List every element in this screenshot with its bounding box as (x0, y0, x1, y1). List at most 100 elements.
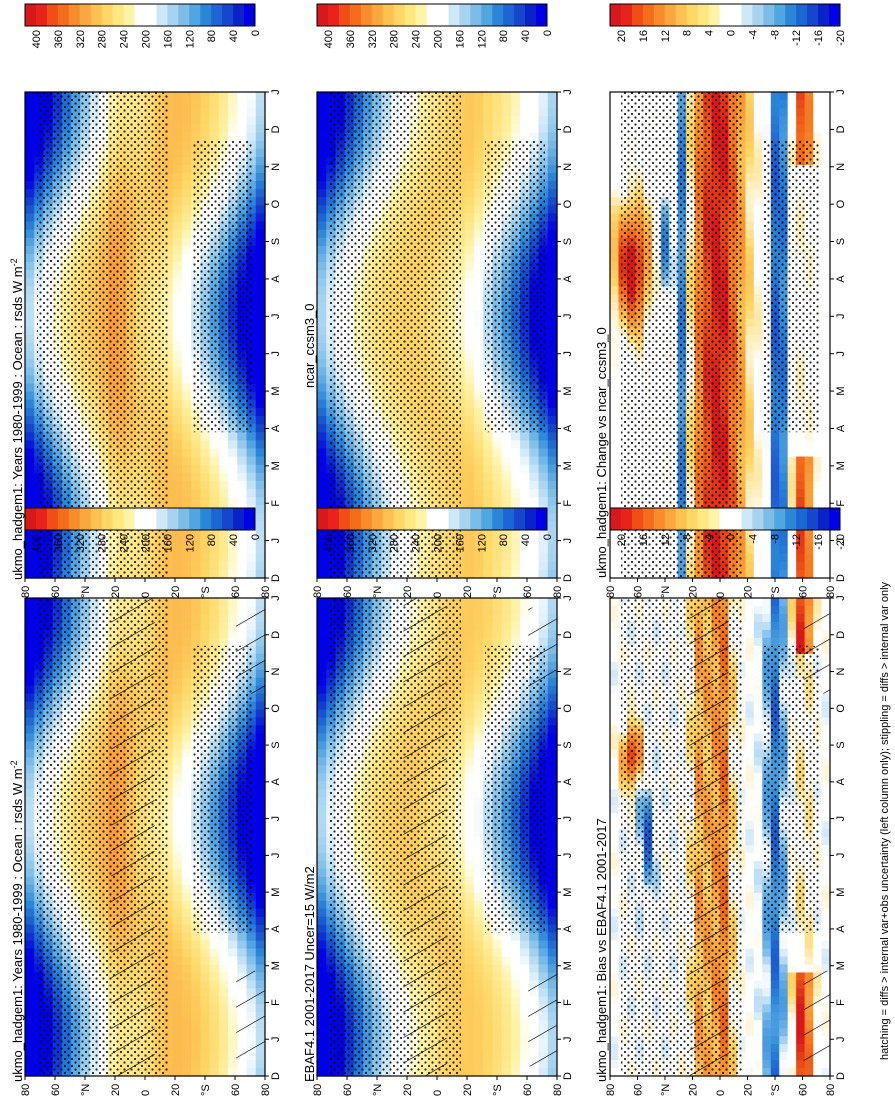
heatmap-cell (255, 717, 266, 727)
heatmap-cell (501, 972, 512, 981)
heatmap-cell (191, 92, 201, 101)
heatmap-cell (200, 488, 211, 498)
heatmap-cell (191, 1020, 201, 1029)
heatmap-cell (191, 1012, 201, 1021)
heatmap-cell (473, 860, 484, 870)
heatmap-cell (181, 1060, 192, 1069)
heatmap-cell (520, 940, 530, 950)
heatmap-cell (483, 637, 493, 647)
heatmap-cell (547, 757, 558, 766)
heatmap-cell (246, 132, 257, 142)
heatmap-cell (25, 709, 35, 719)
heatmap-cell (218, 488, 229, 498)
heatmap-cell (529, 964, 540, 974)
heatmap-cell (181, 653, 192, 663)
heatmap-cell (25, 399, 35, 409)
heatmap-cell (191, 553, 201, 563)
heatmap-cell (181, 92, 192, 101)
heatmap-cell (520, 1004, 530, 1013)
heatmap-cell (255, 173, 266, 182)
heatmap-cell (520, 1028, 530, 1037)
heatmap-cell (464, 860, 475, 870)
heatmap-cell (237, 964, 248, 974)
heatmap-cell (483, 956, 493, 966)
heatmap-cell (200, 996, 211, 1005)
heatmap-cell (510, 1036, 521, 1045)
heatmap-cell (483, 964, 493, 974)
heatmap-cell (317, 480, 327, 490)
heatmap-cell (317, 148, 327, 158)
heatmap-cell (246, 116, 257, 125)
heatmap-cell (218, 100, 229, 109)
heatmap-cell (473, 709, 484, 719)
heatmap-cell (473, 900, 484, 910)
heatmap-cell (25, 173, 35, 182)
heatmap-cell (317, 302, 327, 312)
heatmap-cell (501, 1044, 512, 1053)
heatmap-cell (25, 916, 35, 926)
heatmap-cell (464, 1004, 475, 1013)
heatmap-cell (538, 932, 549, 942)
heatmap-cell (255, 270, 266, 279)
heatmap-cell (181, 351, 192, 360)
heatmap-cell (547, 940, 558, 950)
heatmap-cell (255, 701, 266, 711)
heatmap-cell (172, 132, 183, 142)
heatmap-cell (520, 956, 530, 966)
heatmap-cell (547, 797, 558, 806)
heatmap-cell (473, 613, 484, 623)
heatmap-cell (181, 100, 192, 109)
heatmap-cell (218, 1044, 229, 1053)
heatmap-cell (317, 908, 327, 918)
heatmap-cell (246, 1068, 257, 1077)
heatmap-cell (317, 189, 327, 198)
heatmap-cell (181, 598, 192, 607)
heatmap-cell (501, 1012, 512, 1021)
heatmap-cell (191, 598, 201, 607)
heatmap-cell (317, 318, 327, 328)
heatmap-cell (547, 860, 558, 870)
heatmap-cell (181, 375, 192, 385)
heatmap-cell (473, 781, 484, 790)
heatmap-cell (218, 92, 229, 101)
heatmap-cell (172, 351, 183, 360)
heatmap-cell (237, 100, 248, 109)
month-tick-label: J (562, 816, 574, 822)
month-tick-label: A (270, 275, 282, 283)
heatmap-cell (317, 359, 327, 368)
heatmap-cell (255, 852, 266, 862)
heatmap-cell (200, 1052, 211, 1061)
heatmap-cell (181, 829, 192, 838)
heatmap-cell (209, 92, 220, 101)
heatmap-cell (181, 278, 192, 287)
heatmap-cell (209, 464, 220, 474)
heatmap-cell (218, 1068, 229, 1077)
heatmap-cell (209, 1068, 220, 1077)
heatmap-cell (246, 561, 257, 571)
heatmap-cell (181, 852, 192, 862)
heatmap-cell (237, 569, 248, 579)
heatmap-cell (529, 932, 540, 942)
heatmap-cell (25, 124, 35, 134)
heatmap-cell (538, 1068, 549, 1077)
month-tick-label: J (270, 351, 282, 357)
heatmap-cell (181, 116, 192, 125)
heatmap-cell (191, 569, 201, 579)
heatmap-cell (172, 229, 183, 239)
heatmap-cell (191, 545, 201, 555)
heatmap-cell (181, 1068, 192, 1077)
heatmap-cell (492, 948, 503, 958)
heatmap-cell (464, 868, 475, 878)
heatmap-cell (317, 892, 327, 902)
heatmap-cell (25, 1068, 35, 1077)
heatmap-cell (547, 781, 558, 790)
heatmap-cell (501, 964, 512, 974)
heatmap-cell (228, 996, 238, 1005)
heatmap-cell (510, 1052, 521, 1061)
heatmap-cell (172, 205, 183, 215)
heatmap-cell (25, 1028, 35, 1037)
heatmap-cell (172, 1020, 183, 1029)
heatmap-cell (209, 629, 220, 639)
heatmap-cell (218, 529, 229, 539)
heatmap-cell (172, 996, 183, 1005)
